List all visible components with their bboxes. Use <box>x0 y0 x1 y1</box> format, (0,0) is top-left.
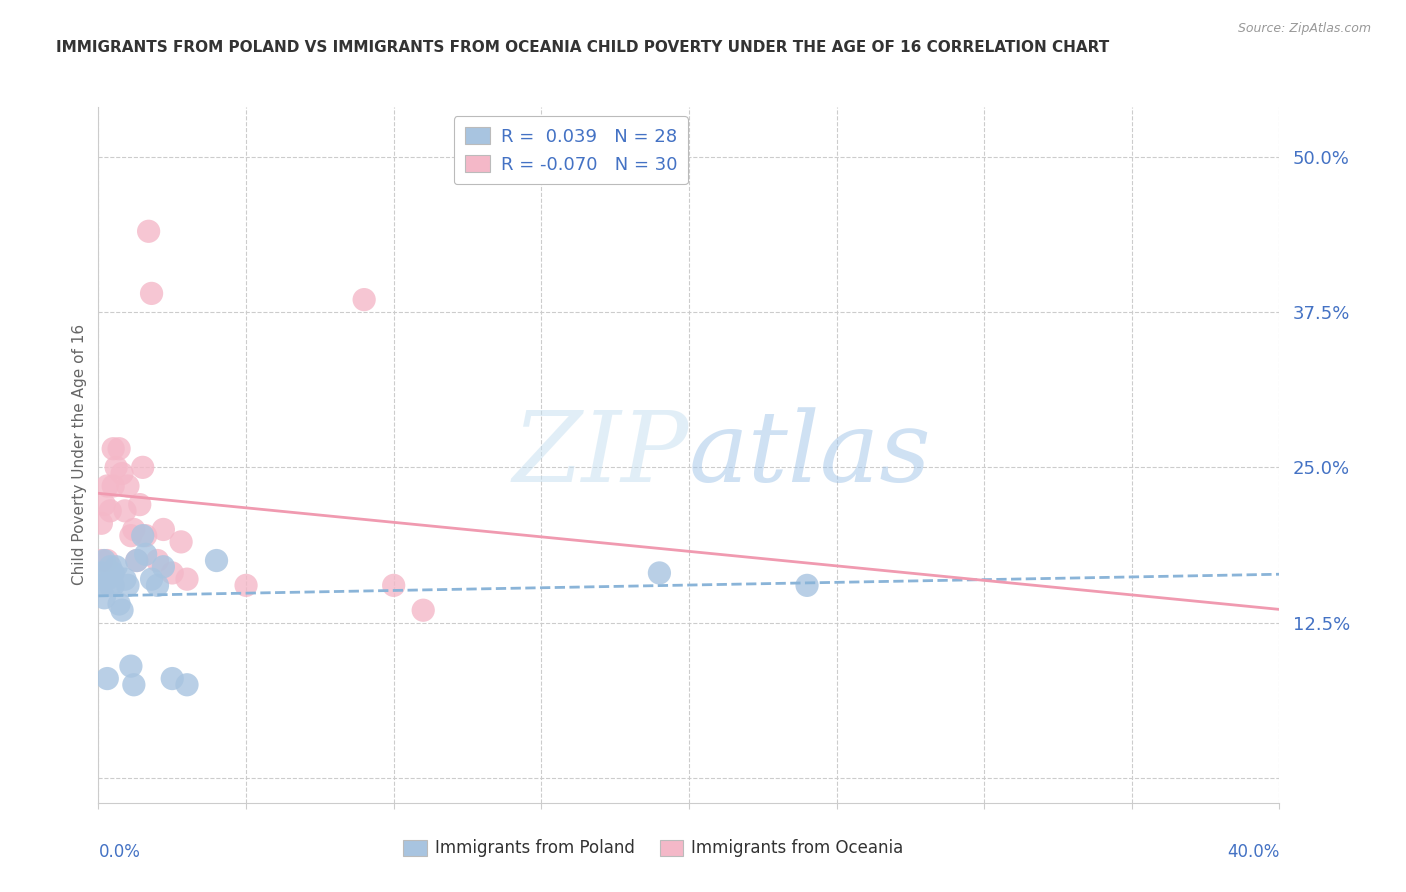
Point <box>96 553 118 567</box>
Point <box>90 566 112 580</box>
Point <box>122 523 145 537</box>
Point <box>120 529 142 543</box>
Point <box>132 460 155 475</box>
Point <box>98 559 121 574</box>
Point <box>93 498 115 512</box>
Point <box>108 597 131 611</box>
Point <box>170 534 193 549</box>
Point <box>90 516 112 531</box>
Point <box>382 578 405 592</box>
Point <box>135 547 157 561</box>
Y-axis label: Child Poverty Under the Age of 16: Child Poverty Under the Age of 16 <box>72 325 87 585</box>
Point <box>90 578 112 592</box>
Point <box>98 504 121 518</box>
Point <box>103 578 125 592</box>
Point <box>111 467 134 481</box>
Point <box>235 578 257 592</box>
Text: Source: ZipAtlas.com: Source: ZipAtlas.com <box>1237 22 1371 36</box>
Point <box>162 566 183 580</box>
Text: 0.0%: 0.0% <box>98 843 141 861</box>
Point <box>205 553 228 567</box>
Point <box>141 286 163 301</box>
Point <box>111 603 134 617</box>
Point <box>93 553 115 567</box>
Point <box>141 572 163 586</box>
Point <box>105 559 128 574</box>
Point <box>103 442 125 456</box>
Point <box>103 566 125 580</box>
Point <box>146 578 169 592</box>
Point <box>120 659 142 673</box>
Point <box>98 578 121 592</box>
Point <box>114 572 136 586</box>
Point <box>152 559 174 574</box>
Point <box>796 578 818 592</box>
Point <box>105 460 128 475</box>
Point <box>128 498 150 512</box>
Point <box>146 553 169 567</box>
Point <box>114 504 136 518</box>
Legend: Immigrants from Poland, Immigrants from Oceania: Immigrants from Poland, Immigrants from … <box>396 833 911 864</box>
Point <box>90 553 112 567</box>
Text: 40.0%: 40.0% <box>1227 843 1279 861</box>
Point <box>353 293 375 307</box>
Point <box>125 553 148 567</box>
Point <box>108 442 131 456</box>
Point <box>96 479 118 493</box>
Point <box>176 572 198 586</box>
Point <box>176 678 198 692</box>
Point <box>125 553 148 567</box>
Point <box>117 479 139 493</box>
Point <box>103 479 125 493</box>
Text: IMMIGRANTS FROM POLAND VS IMMIGRANTS FROM OCEANIA CHILD POVERTY UNDER THE AGE OF: IMMIGRANTS FROM POLAND VS IMMIGRANTS FRO… <box>56 40 1109 55</box>
Text: atlas: atlas <box>689 408 932 502</box>
Text: ZIP: ZIP <box>513 408 689 502</box>
Point <box>135 529 157 543</box>
Point <box>93 591 115 605</box>
Point <box>648 566 671 580</box>
Point <box>96 672 118 686</box>
Point <box>132 529 155 543</box>
Point <box>117 578 139 592</box>
Point <box>138 224 160 238</box>
Point <box>96 572 118 586</box>
Point <box>412 603 434 617</box>
Point <box>162 672 183 686</box>
Point <box>122 678 145 692</box>
Point <box>152 523 174 537</box>
